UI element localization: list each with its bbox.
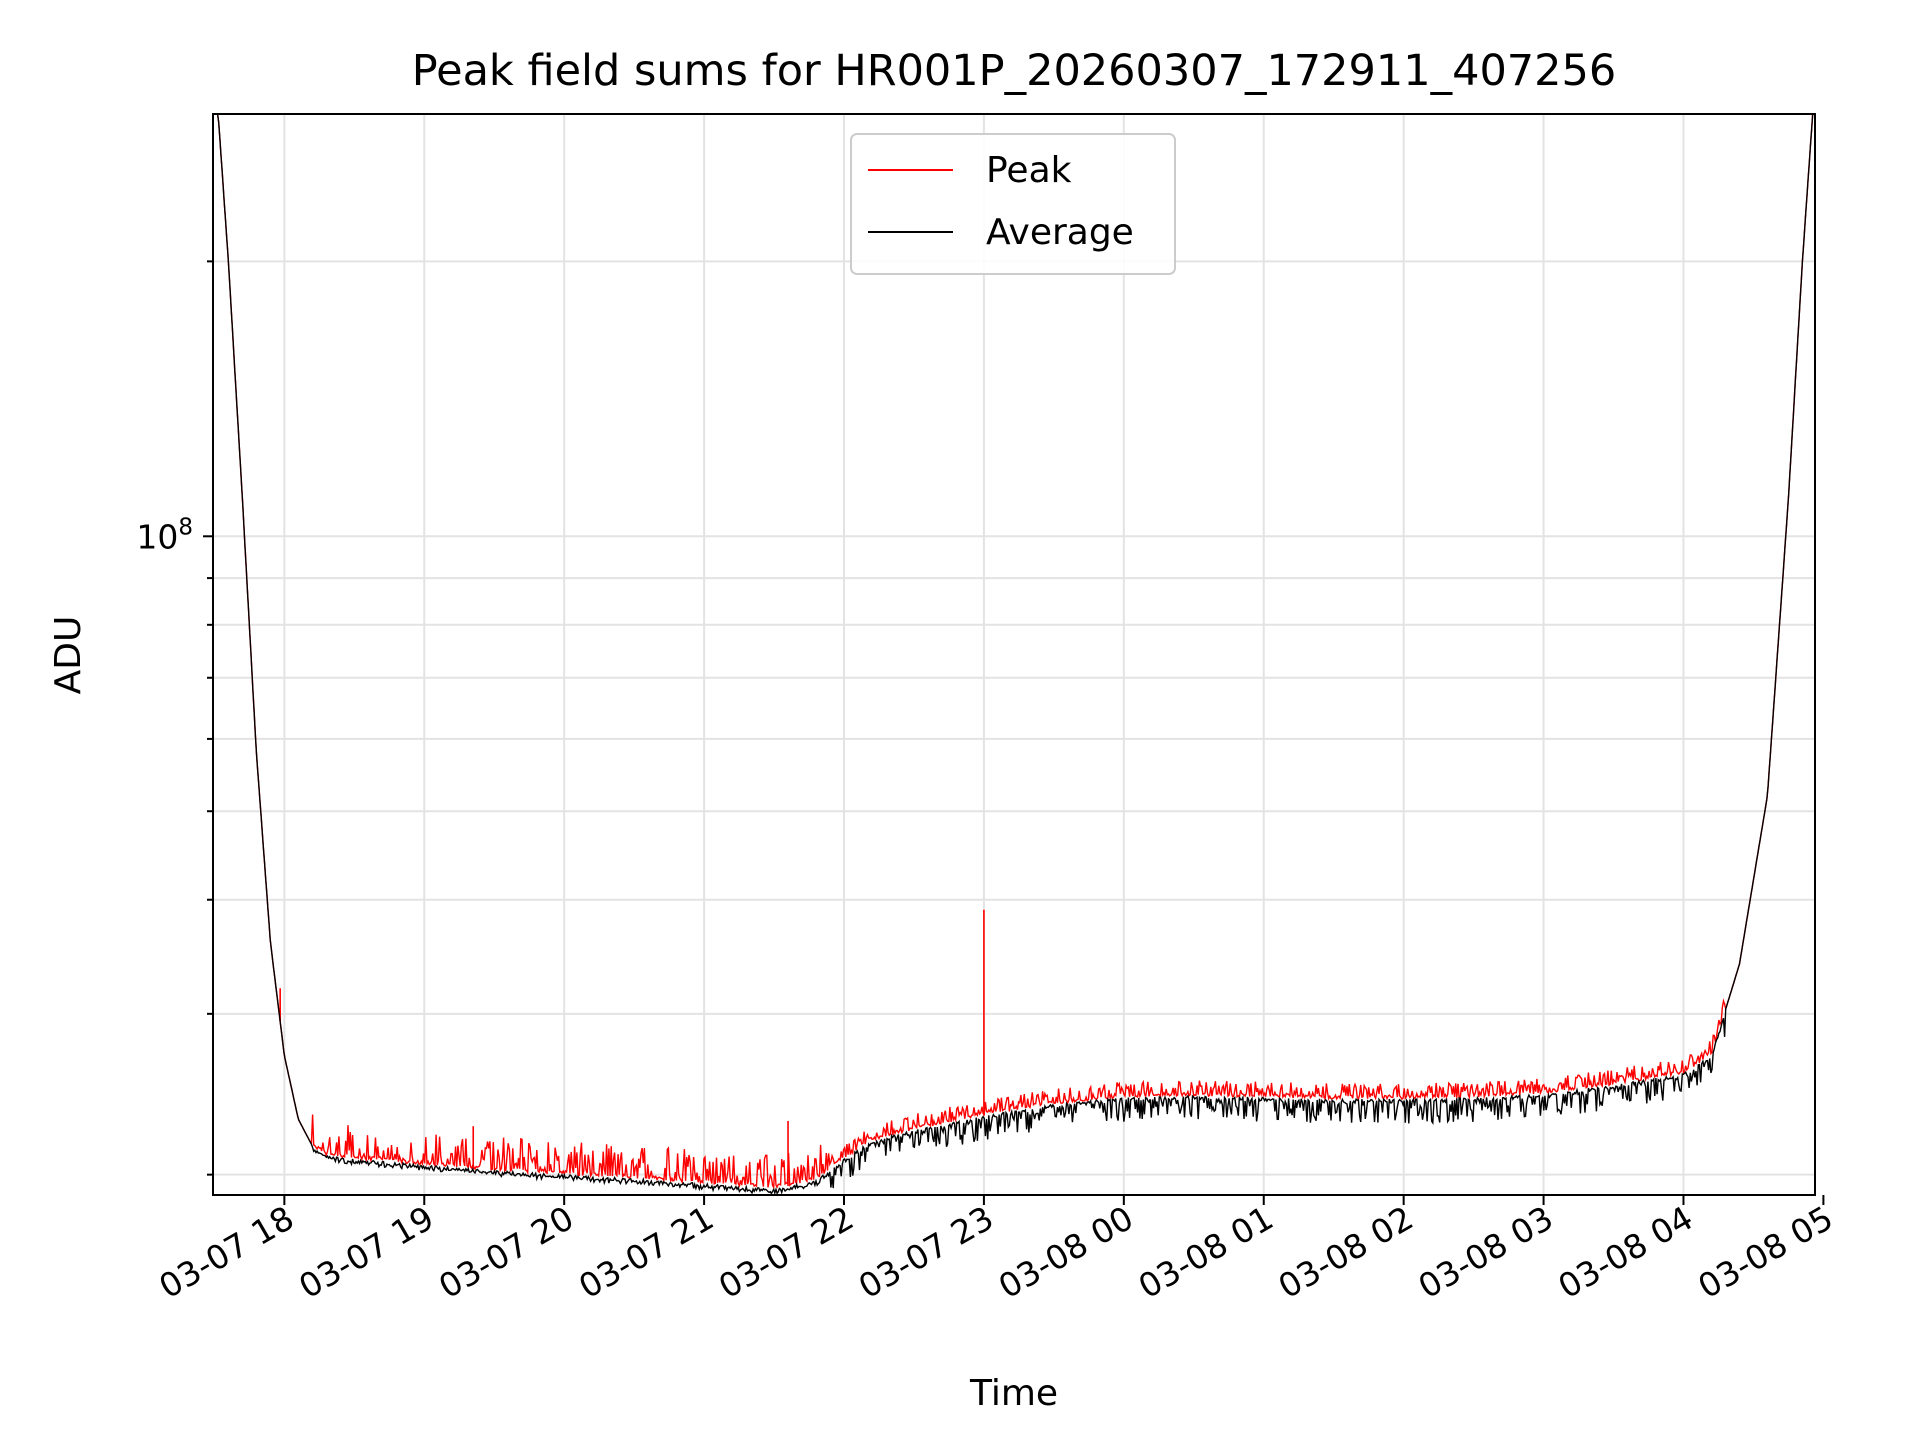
legend: Peak Average [850, 133, 1176, 275]
x-tick-label: 03-07 18 [152, 1198, 300, 1306]
x-tick-label: 03-07 22 [712, 1198, 860, 1306]
x-tick-label: 03-08 05 [1691, 1198, 1839, 1306]
grid-layer [213, 114, 1815, 1195]
x-axis-label: Time [969, 1373, 1058, 1414]
x-tick-label: 03-08 03 [1412, 1198, 1560, 1306]
x-tick-label: 03-08 00 [992, 1198, 1140, 1306]
x-tick-label: 03-08 04 [1551, 1198, 1699, 1306]
x-tick-label: 03-07 23 [852, 1198, 1000, 1306]
chart-title: Peak field sums for HR001P_20260307_1729… [412, 46, 1617, 96]
series-average-line [213, 113, 1815, 1196]
x-tick-label: 03-07 19 [292, 1198, 440, 1306]
x-tick-label: 03-07 20 [432, 1198, 580, 1306]
y-tick-label: 108 [136, 514, 193, 556]
series-peak-line [213, 113, 1815, 1190]
plot-frame [212, 113, 1816, 1196]
x-tick-label: 03-07 21 [572, 1198, 720, 1306]
legend-peak-label: Peak [986, 150, 1072, 191]
y-axis-label: ADU [48, 616, 89, 695]
x-tick-label: 03-08 01 [1132, 1198, 1280, 1306]
legend-average-label: Average [986, 212, 1134, 253]
x-tick-label: 03-08 02 [1272, 1198, 1420, 1306]
series-layer [213, 113, 1815, 1196]
